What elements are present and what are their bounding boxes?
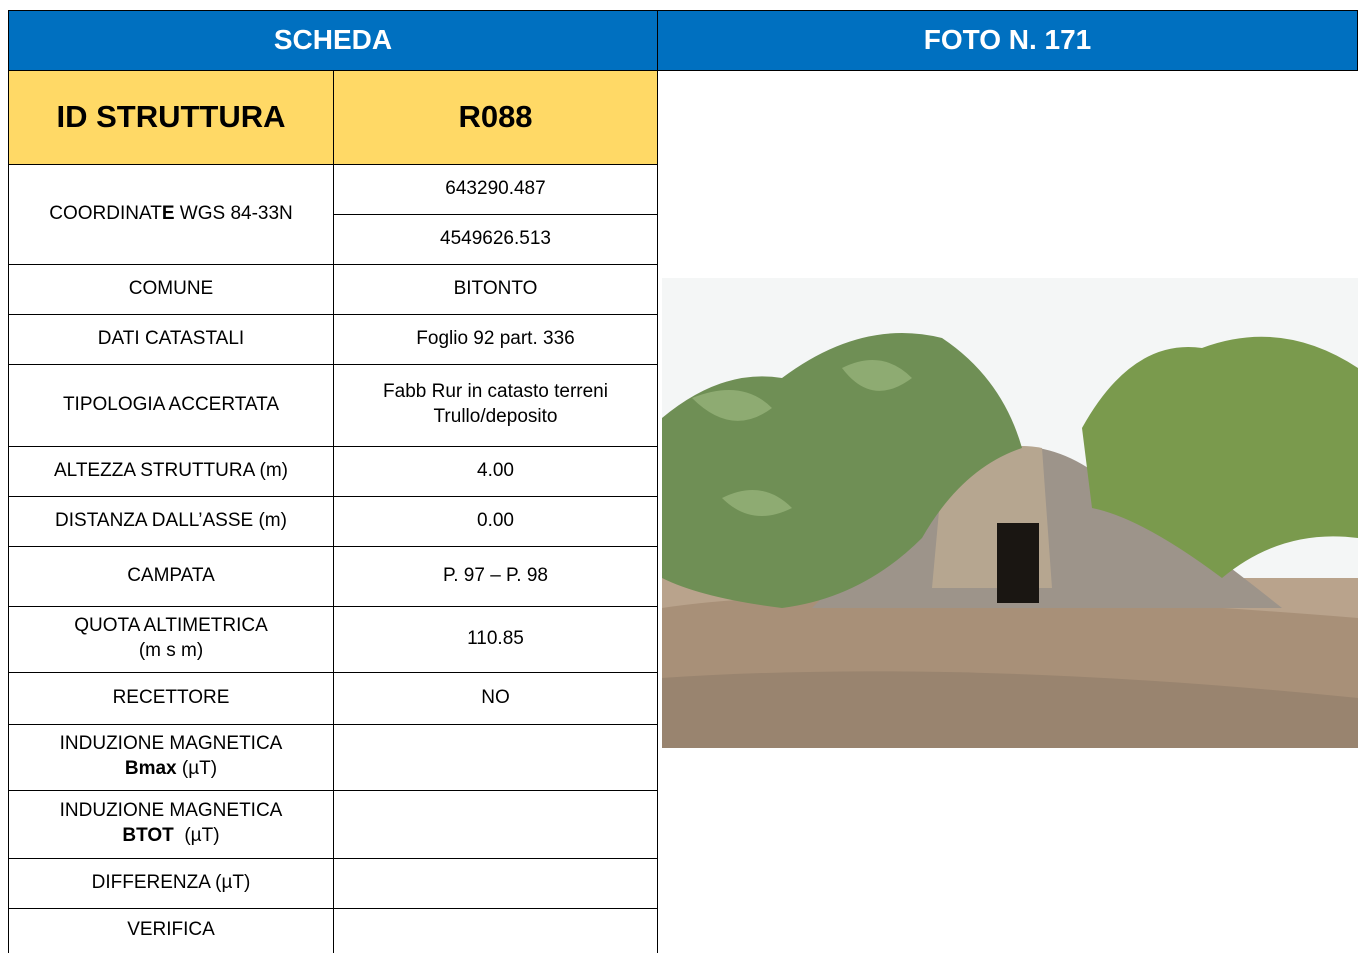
photo	[662, 278, 1358, 748]
text: QUOTA ALTIMETRICA	[74, 615, 268, 637]
row-label: VERIFICA	[8, 908, 334, 953]
text: BTOT (µT)	[122, 824, 219, 849]
row-label: COORDINATE WGS 84-33N	[8, 164, 334, 265]
text: WGS 84-33N	[174, 202, 293, 224]
row-value: NO	[333, 672, 658, 725]
text: E	[161, 202, 175, 224]
text: INDUZIONE MAGNETICA	[59, 800, 283, 822]
id-value: R088	[333, 70, 658, 165]
row-label: DISTANZA DALL’ASSE (m)	[8, 496, 334, 547]
shadow	[662, 671, 1358, 748]
text: INDUZIONE MAGNETICA	[59, 733, 283, 755]
row-label: TIPOLOGIA ACCERTATA	[8, 364, 334, 447]
row-label: ALTEZZA STRUTTURA (m)	[8, 446, 334, 497]
row-value	[333, 908, 658, 953]
row-label: DATI CATASTALI	[8, 314, 334, 365]
row-label: CAMPATA	[8, 546, 334, 607]
text: (m s m)	[138, 640, 204, 661]
row-value: 0.00	[333, 496, 658, 547]
fig-tree	[1082, 336, 1358, 578]
row-value: P. 97 – P. 98	[333, 546, 658, 607]
text: Bmax (µT)	[125, 757, 217, 782]
id-label: ID STRUTTURA	[8, 70, 334, 165]
row-value	[333, 858, 658, 909]
header-left: SCHEDA	[8, 10, 658, 71]
door	[997, 523, 1039, 603]
row-label: QUOTA ALTIMETRICA (m s m)	[8, 606, 334, 673]
row-label: RECETTORE	[8, 672, 334, 725]
text: Trullo/deposito	[433, 406, 558, 427]
row-label: COMUNE	[8, 264, 334, 315]
row-value: 643290.487	[333, 164, 658, 215]
row-value: Foglio 92 part. 336	[333, 314, 658, 365]
label-text: COORDINATE WGS 84-33N	[49, 202, 293, 227]
text: (µT)	[184, 825, 220, 846]
text: Fabb Rur in catasto terreni	[383, 381, 608, 403]
text: BTOT	[122, 825, 174, 846]
row-value	[333, 790, 658, 859]
row-value: Fabb Rur in catasto terreni Trullo/deposi…	[333, 364, 658, 447]
row-value: BITONTO	[333, 264, 658, 315]
row-label: INDUZIONE MAGNETICA Bmax (µT)	[8, 724, 334, 791]
text: (µT)	[181, 758, 218, 779]
header-right: FOTO N. 171	[657, 10, 1358, 71]
row-label: INDUZIONE MAGNETICA BTOT (µT)	[8, 790, 334, 859]
text: COORDINAT	[49, 202, 162, 224]
row-value	[333, 724, 658, 791]
row-value: 4549626.513	[333, 214, 658, 265]
text: Bmax	[124, 758, 177, 779]
row-value: 4.00	[333, 446, 658, 497]
row-label: DIFFERENZA (µT)	[8, 858, 334, 909]
leaves	[692, 360, 912, 516]
row-value: 110.85	[333, 606, 658, 673]
